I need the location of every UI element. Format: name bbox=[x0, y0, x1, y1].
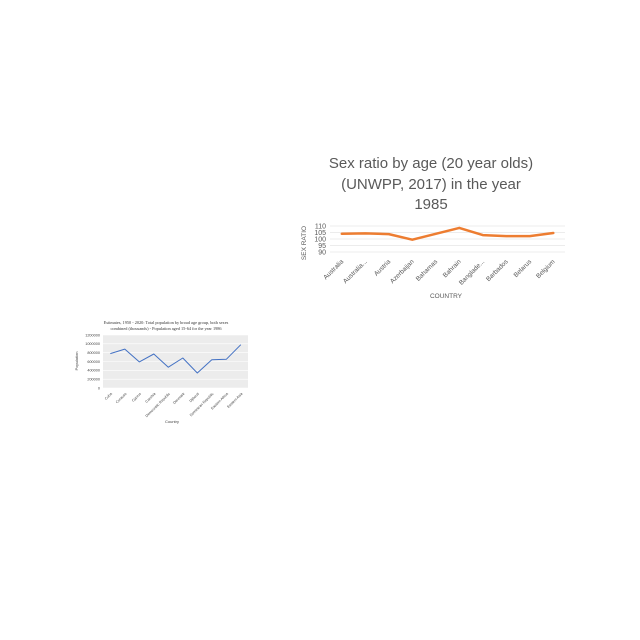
c1-y-tick-label: 100 bbox=[314, 236, 326, 243]
chart-population: Estimates, 1950 - 2020: Total population… bbox=[74, 320, 248, 424]
c2-x-tick-label: Curacao bbox=[115, 392, 127, 404]
chart1-series-line bbox=[340, 226, 555, 241]
c2-y-tick-label: 1000000 bbox=[85, 342, 100, 346]
c1-y-tick-label: 105 bbox=[314, 230, 326, 237]
c1-x-tick-label: Australia bbox=[322, 258, 345, 281]
c2-x-tick-label: Eastern Asia bbox=[226, 392, 243, 409]
chart2-y-ticks: 1200000 1000000 800000 600000 400000 200000 0 bbox=[85, 333, 100, 390]
c1-y-tick-label: 95 bbox=[318, 243, 326, 250]
c1-x-tick-label: Belarus bbox=[513, 258, 534, 279]
chart1-title-line-2: (UNWPP, 2017) in the year bbox=[341, 176, 521, 193]
c2-y-tick-label: 600000 bbox=[87, 360, 100, 364]
chart2-x-axis-label: Country bbox=[165, 419, 179, 424]
c2-x-tick-label: Cuba bbox=[104, 392, 113, 401]
c2-x-tick-label: Czechia bbox=[144, 392, 156, 404]
c2-y-tick-label: 0 bbox=[98, 386, 100, 390]
chart1-x-axis-label: COUNTRY bbox=[430, 293, 463, 300]
c2-y-tick-label: 200000 bbox=[87, 377, 100, 381]
c2-y-tick-label: 400000 bbox=[87, 369, 100, 373]
c2-x-tick-label: Denmark bbox=[172, 392, 185, 405]
c2-x-tick-label: Djibouti bbox=[189, 392, 200, 403]
c1-y-tick-label: 110 bbox=[315, 223, 326, 230]
c1-x-tick-label: Azerbaijan bbox=[389, 258, 416, 285]
c1-x-tick-label: Belgium bbox=[535, 258, 557, 280]
c2-y-tick-label: 800000 bbox=[87, 351, 100, 355]
chart2-gridlines bbox=[103, 334, 248, 389]
chart2-y-axis-label: Population bbox=[74, 352, 79, 371]
chart2-title-line-1: Estimates, 1950 - 2020: Total population… bbox=[104, 320, 229, 326]
c1-x-tick-label: Austria bbox=[373, 258, 393, 278]
chart1-title-line-3: 1985 bbox=[414, 196, 447, 213]
chart1-y-axis-label: SEX RATIO bbox=[301, 226, 308, 260]
chart2-series-line bbox=[110, 344, 242, 374]
c1-x-tick-label: Banglade... bbox=[458, 258, 486, 286]
c1-x-tick-label: Bahrain bbox=[442, 258, 463, 279]
chart-sex-ratio: Sex ratio by age (20 year olds) (UNWPP, … bbox=[301, 155, 565, 300]
chart1-title-line-1: Sex ratio by age (20 year olds) bbox=[329, 155, 533, 172]
c2-x-tick-label: Cyprus bbox=[131, 392, 142, 403]
c1-x-tick-label: Australia... bbox=[342, 258, 369, 285]
c1-x-tick-label: Bahamas bbox=[415, 258, 440, 283]
c2-y-tick-label: 1200000 bbox=[85, 333, 100, 337]
c1-x-tick-label: Barbados bbox=[485, 258, 510, 283]
c1-y-tick-label: 90 bbox=[318, 249, 326, 256]
chart2-title-line-2: combined (thousands) - Population aged 1… bbox=[110, 326, 222, 331]
